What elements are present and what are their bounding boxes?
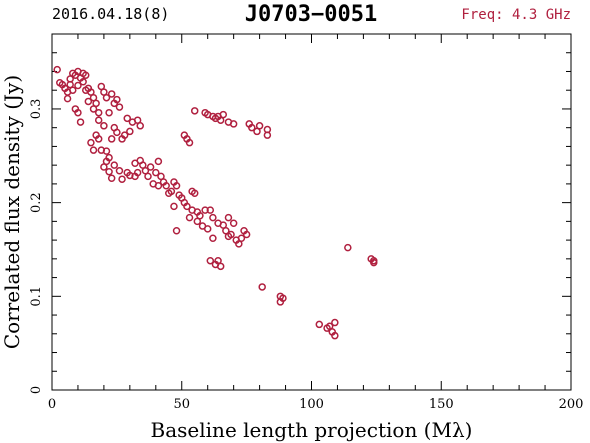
data-point xyxy=(126,127,134,136)
data-point xyxy=(315,320,324,329)
data-point xyxy=(74,81,82,90)
data-point xyxy=(229,120,238,128)
data-point xyxy=(216,262,225,271)
data-point xyxy=(172,226,181,235)
data-point xyxy=(170,202,178,211)
data-point xyxy=(229,219,238,227)
data-point xyxy=(94,135,103,143)
y-tick-label: 0.1 xyxy=(29,286,44,307)
data-point xyxy=(120,131,129,139)
y-axis-label: Correlated flux density (Jy) xyxy=(0,75,24,349)
data-point xyxy=(227,230,235,239)
data-point xyxy=(81,71,90,79)
data-point xyxy=(146,163,155,171)
data-point xyxy=(63,94,72,103)
x-tick-label: 150 xyxy=(429,397,454,412)
data-point xyxy=(79,78,87,86)
data-point xyxy=(331,331,339,340)
data-point xyxy=(201,206,209,214)
data-point xyxy=(53,65,61,74)
data-point xyxy=(107,135,116,143)
data-point xyxy=(206,256,215,265)
data-point xyxy=(87,138,95,147)
data-point xyxy=(92,99,100,108)
data-point xyxy=(162,182,170,190)
data-point xyxy=(76,118,85,126)
data-point xyxy=(183,202,191,211)
data-point xyxy=(242,230,251,239)
data-point xyxy=(279,294,287,302)
data-point xyxy=(152,168,160,177)
frequency-label: Freq: 4.3 GHz xyxy=(461,7,571,23)
data-point xyxy=(102,147,111,155)
data-point xyxy=(133,168,142,177)
data-point xyxy=(102,93,111,102)
data-point xyxy=(154,182,163,190)
data-point xyxy=(255,122,264,130)
x-tick-label: 50 xyxy=(173,397,190,412)
data-point xyxy=(105,153,113,162)
data-point xyxy=(107,90,116,98)
data-point xyxy=(219,110,228,119)
x-tick-label: 100 xyxy=(299,397,324,412)
data-point xyxy=(144,172,152,181)
data-point xyxy=(118,175,126,183)
data-point xyxy=(344,243,352,252)
data-point xyxy=(115,103,124,111)
data-points xyxy=(53,65,378,340)
data-point xyxy=(203,225,212,233)
data-point xyxy=(190,107,199,115)
data-point xyxy=(154,157,163,166)
data-point xyxy=(107,174,116,183)
source-name: J0703−0051 xyxy=(245,2,377,27)
data-point xyxy=(100,122,108,130)
data-point xyxy=(113,95,121,104)
data-point xyxy=(105,167,113,176)
data-point xyxy=(206,206,215,214)
tick-labels: 0 50 100 150 200 0 0.1 0.2 0.3 xyxy=(29,99,583,412)
data-point xyxy=(89,146,98,154)
data-point xyxy=(123,114,132,123)
y-tick-label: 0 xyxy=(29,386,44,394)
data-point xyxy=(94,108,103,117)
data-point xyxy=(94,116,103,124)
data-point xyxy=(209,213,217,222)
plot-frame xyxy=(51,33,572,391)
data-point xyxy=(185,213,194,222)
x-tick-label: 200 xyxy=(559,397,584,412)
data-point xyxy=(74,108,82,117)
data-point xyxy=(196,211,204,220)
y-tick-label: 0.3 xyxy=(29,99,44,120)
data-point xyxy=(237,234,246,242)
data-point xyxy=(136,122,144,130)
data-point xyxy=(263,131,272,139)
data-point xyxy=(167,187,176,196)
data-point xyxy=(105,108,113,117)
data-point xyxy=(69,86,77,94)
data-point xyxy=(331,318,339,327)
data-point xyxy=(370,256,378,265)
data-point xyxy=(113,128,121,137)
x-tick-label: 0 xyxy=(48,397,56,412)
y-tick-label: 0.2 xyxy=(29,192,44,213)
data-point xyxy=(209,234,217,242)
data-point xyxy=(110,161,119,169)
data-point xyxy=(84,97,93,106)
axis-ticks xyxy=(51,33,572,391)
data-point xyxy=(258,283,266,291)
data-point xyxy=(185,138,194,147)
data-point xyxy=(115,167,124,175)
observation-date: 2016.04.18(8) xyxy=(52,5,169,23)
data-point xyxy=(172,182,181,190)
data-point xyxy=(224,213,233,222)
data-point xyxy=(248,123,256,132)
data-point xyxy=(190,189,199,198)
x-axis-label: Baseline length projection (Mλ) xyxy=(151,418,473,442)
